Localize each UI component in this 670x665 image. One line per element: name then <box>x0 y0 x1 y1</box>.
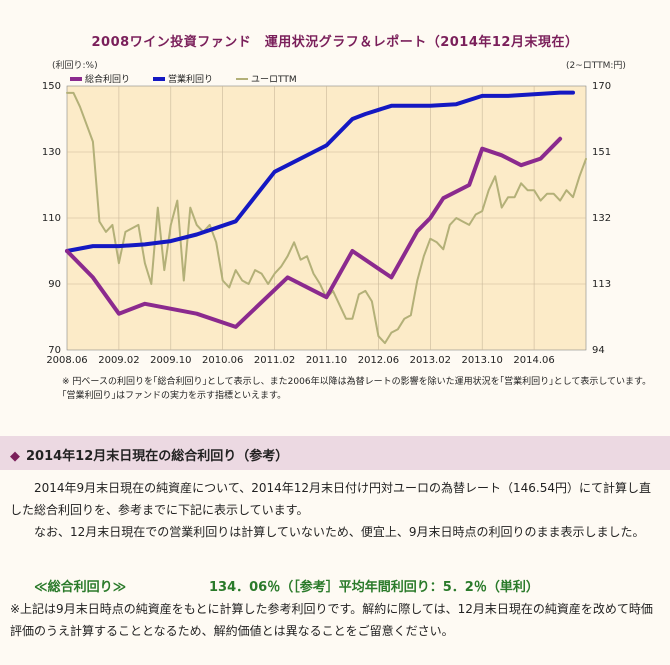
grid <box>67 86 586 350</box>
paragraph-1: 2014年9月末日現在の純資産について、2014年12月末日付け円対ユーロの為替… <box>10 481 652 517</box>
left-axis-unit: (利回り:%) <box>52 61 98 71</box>
x-tick: 2013.02 <box>410 355 451 366</box>
section-title: ◆ 2014年12月末日現在の総合利回り（参考） <box>10 445 288 464</box>
y-left-tick: 110 <box>42 213 61 224</box>
y-left-tick: 150 <box>42 81 61 92</box>
x-tick: 2009.10 <box>150 355 191 366</box>
line-chart: 70 90 110 130 150 94 113 132 151 170 2008.06 2009.0… <box>42 73 611 366</box>
tick-labels: 70 90 110 130 150 94 113 132 151 170 2008.06 2009.0… <box>42 81 611 366</box>
chart-footnote: ※ 円ベースの利回りを｢総合利回り｣として表示し、また2006年以降は為替レート… <box>62 377 652 401</box>
total-yield-label: ≪総合利回り≫ <box>34 580 127 595</box>
legend: 総合利回り 営業利回り ユーロTTM <box>70 73 297 85</box>
x-tick: 2011.10 <box>306 355 347 366</box>
series-line-2 <box>65 90 575 253</box>
right-axis-unit: (2~ロTTM:円) <box>566 61 626 71</box>
section-title-text: 2014年12月末日現在の総合利回り（参考） <box>26 449 289 464</box>
x-tick: 2014.06 <box>513 355 554 366</box>
y-left-tick: 130 <box>42 147 61 158</box>
legend-label-3: ユーロTTM <box>251 75 297 85</box>
y-left-tick: 90 <box>48 279 61 290</box>
y-right-tick: 113 <box>592 279 611 290</box>
chart-title: 2008ワイン投資ファンド 運用状況グラフ＆レポート（2014年12月末現在） <box>91 35 579 50</box>
total-yield-value: 134．06％（［参考］平均年間利回り：5．2％（単利） <box>209 580 539 595</box>
series-layer <box>65 90 587 345</box>
y-left-tick: 70 <box>48 345 61 356</box>
y-right-tick: 170 <box>592 81 611 92</box>
x-tick: 2010.06 <box>202 355 243 366</box>
y-right-tick: 132 <box>592 213 611 224</box>
y-right-tick: 94 <box>592 345 605 356</box>
legend-label-2: 営業利回り <box>168 73 213 85</box>
x-tick: 2009.02 <box>98 355 139 366</box>
series-line-1 <box>65 136 563 329</box>
legend-label-1: 総合利回り <box>85 73 130 85</box>
x-tick: 2008.06 <box>46 355 87 366</box>
paragraph-2: なお、12月末日現在での営業利回りは計算していないため、便宜上、9月末日時点の利… <box>34 525 645 539</box>
bottom-note: ※上記は9月末日時点の純資産をもとに計算した参考利回りです。解約に際しては、12… <box>10 602 653 638</box>
x-tick: 2011.02 <box>254 355 295 366</box>
y-right-tick: 151 <box>592 147 611 158</box>
x-tick: 2012.06 <box>358 355 399 366</box>
total-yield-highlight: ≪総合利回り≫ 134．06％（［参考］平均年間利回り：5．2％（単利） <box>34 576 539 595</box>
diamond-icon: ◆ <box>10 449 20 464</box>
x-tick: 2013.10 <box>462 355 503 366</box>
section-header-bar <box>0 436 670 470</box>
